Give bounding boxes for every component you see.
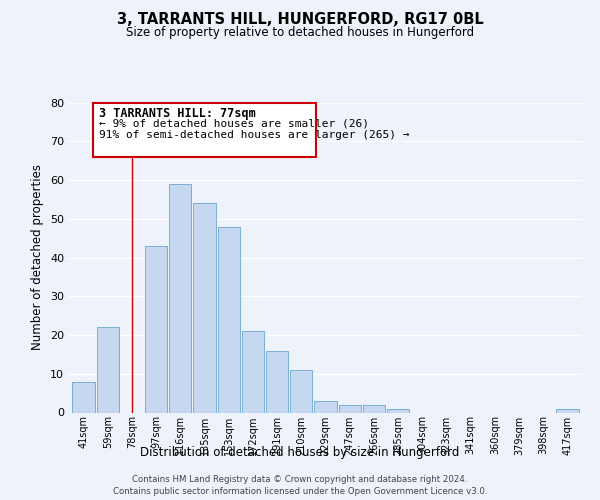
Text: 91% of semi-detached houses are larger (265) →: 91% of semi-detached houses are larger (… bbox=[99, 130, 410, 140]
Bar bbox=[290, 370, 313, 412]
Bar bbox=[266, 350, 288, 412]
FancyBboxPatch shape bbox=[93, 102, 316, 157]
Bar bbox=[556, 408, 578, 412]
Bar bbox=[314, 401, 337, 412]
Text: Contains HM Land Registry data © Crown copyright and database right 2024.: Contains HM Land Registry data © Crown c… bbox=[132, 476, 468, 484]
Bar bbox=[338, 405, 361, 412]
Bar bbox=[73, 382, 95, 412]
Text: Size of property relative to detached houses in Hungerford: Size of property relative to detached ho… bbox=[126, 26, 474, 39]
Bar bbox=[387, 408, 409, 412]
Text: 3 TARRANTS HILL: 77sqm: 3 TARRANTS HILL: 77sqm bbox=[99, 107, 256, 120]
Text: ← 9% of detached houses are smaller (26): ← 9% of detached houses are smaller (26) bbox=[99, 119, 369, 129]
Bar bbox=[97, 327, 119, 412]
Bar bbox=[145, 246, 167, 412]
Bar bbox=[363, 405, 385, 412]
Text: Distribution of detached houses by size in Hungerford: Distribution of detached houses by size … bbox=[140, 446, 460, 459]
Text: Contains public sector information licensed under the Open Government Licence v3: Contains public sector information licen… bbox=[113, 486, 487, 496]
Bar bbox=[218, 226, 240, 412]
Y-axis label: Number of detached properties: Number of detached properties bbox=[31, 164, 44, 350]
Text: 3, TARRANTS HILL, HUNGERFORD, RG17 0BL: 3, TARRANTS HILL, HUNGERFORD, RG17 0BL bbox=[116, 12, 484, 28]
Bar bbox=[169, 184, 191, 412]
Bar bbox=[193, 203, 215, 412]
Bar bbox=[242, 331, 264, 412]
